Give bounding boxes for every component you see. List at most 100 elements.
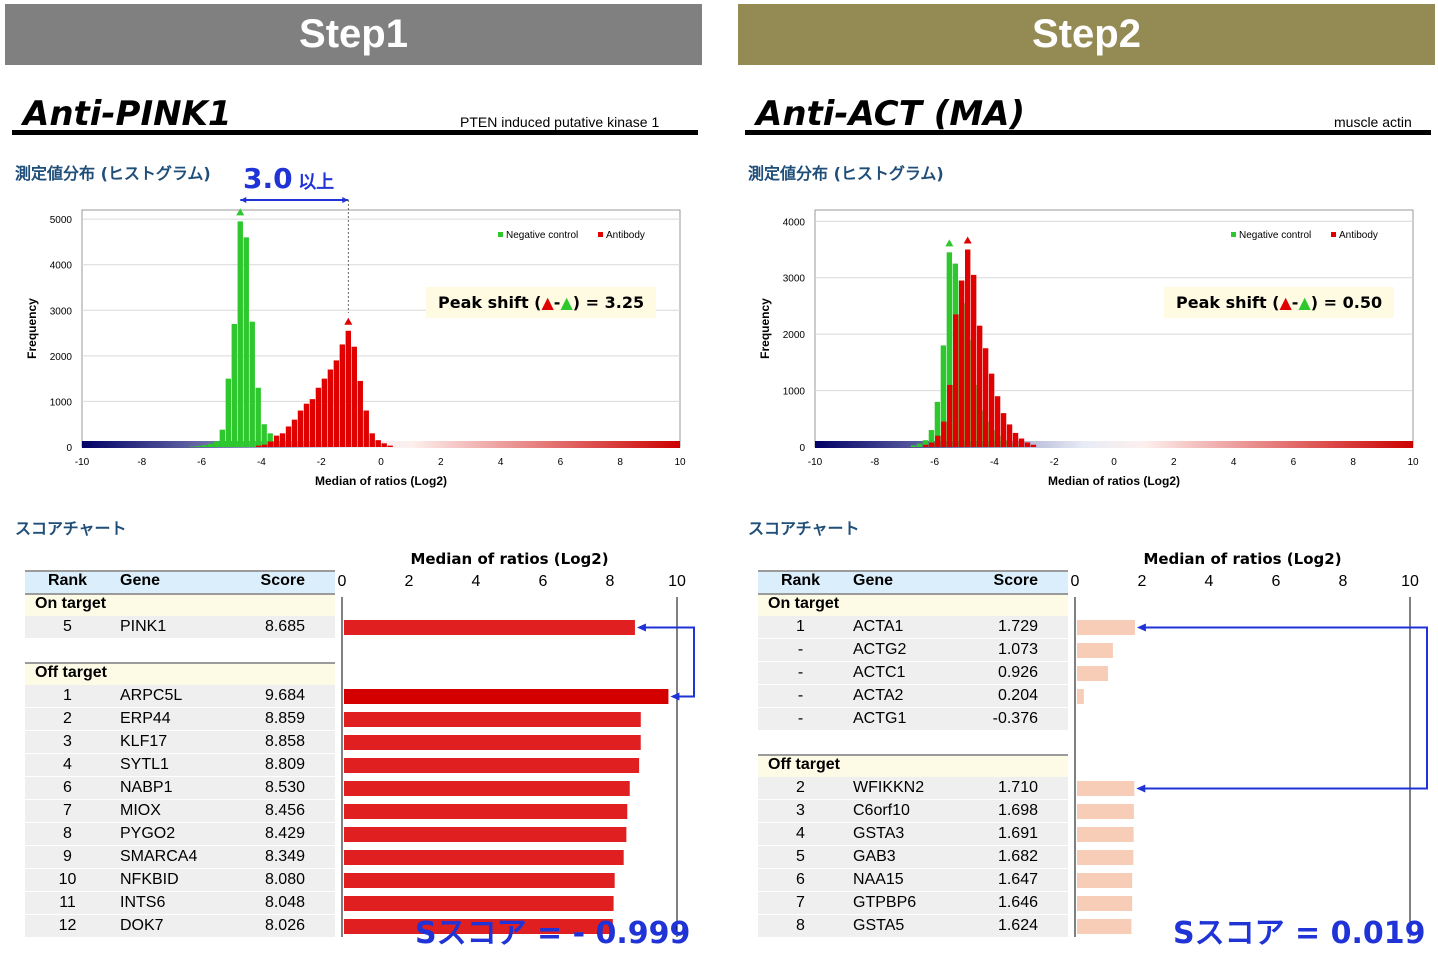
bar-axis-title: Median of ratios (Log2) xyxy=(1143,550,1341,568)
score-bar xyxy=(344,735,641,750)
score-bar xyxy=(344,873,615,888)
score-bar xyxy=(1077,804,1134,819)
table-row xyxy=(758,685,1068,707)
score-bar xyxy=(1077,620,1135,635)
legend-swatch xyxy=(1331,232,1336,237)
score-bar xyxy=(344,712,641,727)
rank-cell: 9 xyxy=(63,848,72,865)
histogram-bar xyxy=(940,345,947,447)
rank-cell: 7 xyxy=(796,894,805,911)
legend-label: Antibody xyxy=(1339,230,1378,241)
histogram-bar xyxy=(255,387,261,447)
x-tick-label: 8 xyxy=(1339,573,1348,590)
x-tick-label: 8 xyxy=(606,573,615,590)
histogram-bar xyxy=(333,360,340,447)
score-bar xyxy=(344,804,628,819)
score-cell: 1.624 xyxy=(997,917,1038,934)
peak-marker xyxy=(945,239,954,247)
histogram-bar xyxy=(225,378,231,447)
s-score: Sスコア = - 0.999 xyxy=(415,916,691,951)
rank-cell: 8 xyxy=(796,917,805,934)
histogram-bar xyxy=(1000,413,1007,447)
histogram-bar xyxy=(953,314,959,447)
green-triangle-icon: ▲ xyxy=(560,293,573,312)
arrow-head-icon xyxy=(636,623,646,632)
off-target-group xyxy=(25,662,335,686)
y-tick-label: 0 xyxy=(66,443,72,454)
step2-banner: Step2 xyxy=(738,4,1435,65)
x-tick-label: 6 xyxy=(539,573,548,590)
x-tick-label: -4 xyxy=(990,457,999,468)
rank-cell: 6 xyxy=(796,871,805,888)
histogram-bar xyxy=(231,323,237,447)
table-row xyxy=(758,915,1068,937)
x-axis-label: Median of ratios (Log2) xyxy=(1048,474,1180,488)
rank-cell: 6 xyxy=(63,779,72,796)
score-cell: 8.429 xyxy=(264,825,305,842)
histogram-bar xyxy=(243,237,249,447)
rank-cell: 3 xyxy=(796,802,805,819)
table-row xyxy=(25,846,335,868)
score-bar xyxy=(1077,873,1133,888)
score-bar xyxy=(1077,850,1134,865)
histogram-bar xyxy=(1024,442,1031,447)
x-tick-label: 10 xyxy=(1407,457,1419,468)
histogram-bar xyxy=(375,440,381,447)
score-bar xyxy=(1077,896,1133,911)
rank-cell: 1 xyxy=(796,618,805,635)
arrow-head-icon xyxy=(1136,623,1146,632)
arrow-head-icon xyxy=(342,197,349,203)
histogram-bar xyxy=(267,441,274,447)
score-cell: 1.710 xyxy=(997,779,1038,796)
histogram-section-label: 測定値分布 (ヒストグラム) xyxy=(748,164,944,183)
arrow-head-icon xyxy=(1136,784,1146,793)
rank-cell: - xyxy=(797,687,804,704)
peak-shift-box: Peak shift (▲-▲) = 3.25 xyxy=(426,287,657,318)
histogram-bar xyxy=(387,445,393,447)
score-bar-chart: Median of ratios (Log2) 0 2 4 6 8 10 xyxy=(338,550,695,937)
x-tick-label: 8 xyxy=(617,457,623,468)
x-axis-label: Median of ratios (Log2) xyxy=(315,474,447,488)
score-cell: 1.073 xyxy=(997,641,1038,658)
gene-header: Gene xyxy=(120,572,161,589)
score-bar xyxy=(1077,643,1113,658)
x-tick-label: -8 xyxy=(870,457,879,468)
rank-cell: - xyxy=(797,710,804,727)
histogram-bar xyxy=(929,442,935,447)
x-tick-label: 2 xyxy=(1138,573,1147,590)
peak-marker xyxy=(236,208,245,216)
x-tick-label: 10 xyxy=(674,457,686,468)
histogram-bar xyxy=(959,280,965,447)
table-row xyxy=(758,777,1068,799)
x-tick-label: 4 xyxy=(1231,457,1237,468)
histogram-bar xyxy=(1006,424,1013,447)
histogram-bar xyxy=(1012,432,1019,447)
histogram-bar xyxy=(363,410,369,447)
protein-name: PTEN induced putative kinase 1 xyxy=(460,114,660,130)
peak-marker xyxy=(963,236,972,244)
score-bar xyxy=(344,896,614,911)
score-cell: 8.349 xyxy=(264,848,305,865)
gene-cell: NAA15 xyxy=(853,871,904,888)
step2-panel: Step2 Anti-ACT (MA) muscle actin 測定値分布 (… xyxy=(738,0,1438,962)
gene-cell: C6orf10 xyxy=(853,802,910,819)
score-header: Score xyxy=(993,572,1038,589)
x-tick-label: -2 xyxy=(1050,457,1059,468)
histogram-bar xyxy=(237,221,243,447)
table-row xyxy=(758,869,1068,891)
peak-shift-box: Peak shift (▲-▲) = 0.50 xyxy=(1164,287,1395,318)
table-row xyxy=(25,685,335,707)
s-score: Sスコア = 0.019 xyxy=(1173,916,1426,951)
rank-cell: 3 xyxy=(63,733,72,750)
histogram-bar xyxy=(195,446,202,447)
score-header: Score xyxy=(260,572,305,589)
plot-area xyxy=(81,209,681,448)
score-cell: 9.684 xyxy=(264,687,305,704)
histogram-bar xyxy=(922,440,929,447)
histogram-bar xyxy=(249,321,255,447)
histogram-bar xyxy=(381,443,387,447)
histogram-bar xyxy=(357,380,363,447)
score-cell: 8.858 xyxy=(264,733,305,750)
score-bar xyxy=(344,620,635,635)
antibody-title: Anti-ACT (MA) xyxy=(756,94,1026,134)
